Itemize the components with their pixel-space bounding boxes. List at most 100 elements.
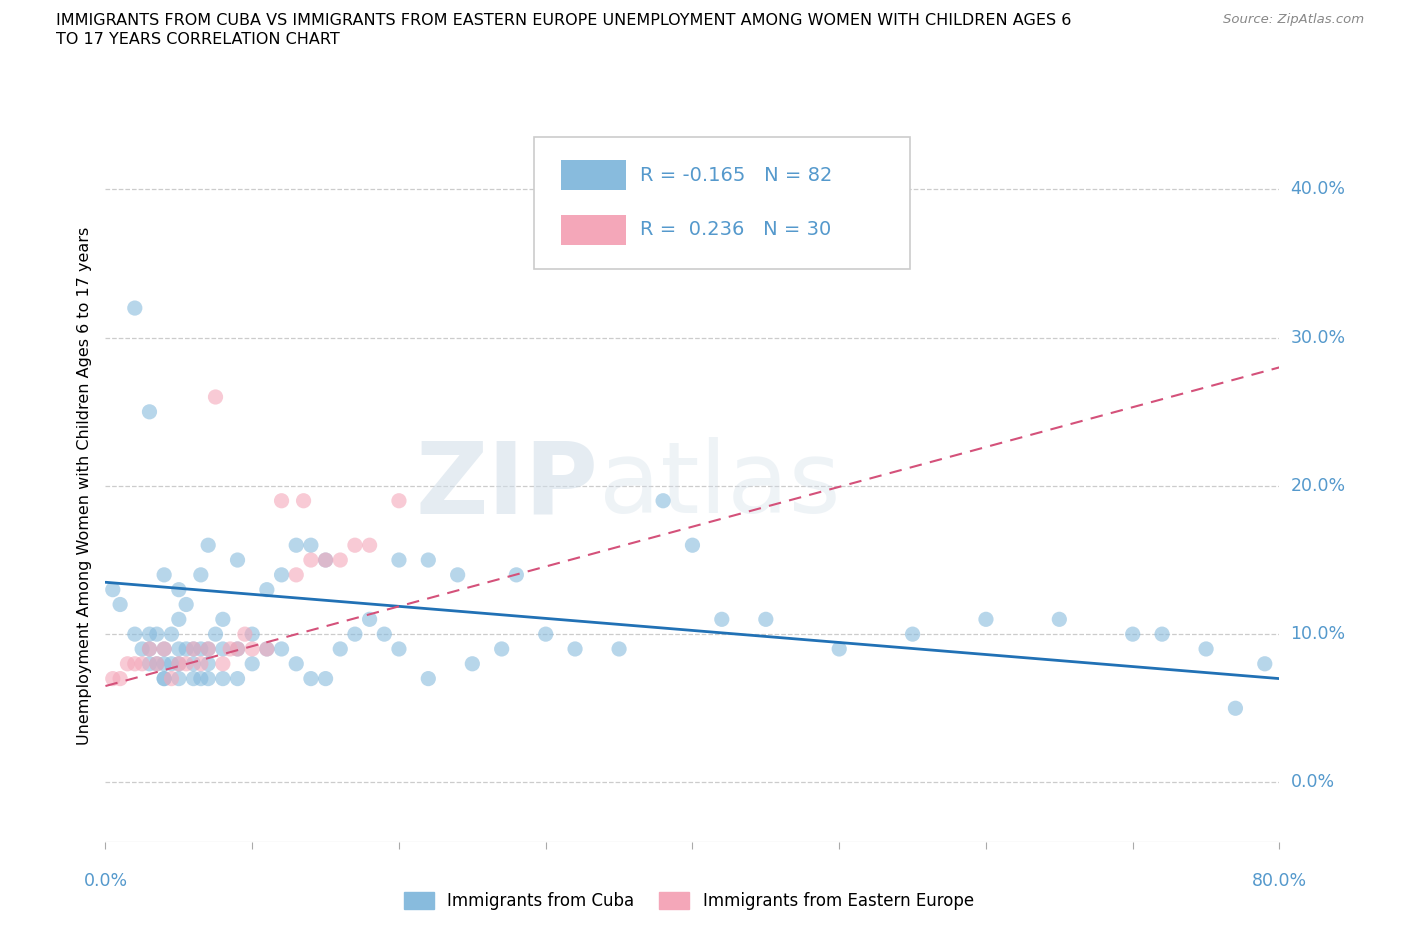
Point — [1225, 701, 1247, 716]
Point — [1047, 612, 1070, 627]
Point — [446, 567, 468, 582]
Point — [315, 671, 337, 686]
Text: 10.0%: 10.0% — [1291, 625, 1346, 644]
Point — [901, 627, 924, 642]
Point — [299, 538, 322, 552]
Text: 40.0%: 40.0% — [1291, 180, 1346, 198]
Point — [359, 612, 381, 627]
Point — [167, 657, 190, 671]
Point — [108, 671, 131, 686]
Point — [183, 642, 205, 657]
Point — [167, 642, 190, 657]
Point — [124, 657, 146, 671]
Point — [256, 582, 278, 597]
Point — [146, 657, 169, 671]
Legend: Immigrants from Cuba, Immigrants from Eastern Europe: Immigrants from Cuba, Immigrants from Ea… — [398, 885, 980, 917]
Point — [174, 657, 197, 671]
Point — [256, 642, 278, 657]
Point — [211, 612, 233, 627]
Point — [226, 552, 249, 567]
Point — [174, 642, 197, 657]
Point — [418, 552, 440, 567]
Point — [710, 612, 733, 627]
Point — [197, 642, 219, 657]
Point — [226, 671, 249, 686]
Point — [153, 567, 176, 582]
Point — [1150, 627, 1173, 642]
Point — [534, 627, 557, 642]
Point — [299, 671, 322, 686]
Text: ZIP: ZIP — [416, 437, 599, 535]
Bar — [561, 215, 626, 245]
Point — [101, 671, 124, 686]
Point — [197, 671, 219, 686]
Point — [153, 657, 176, 671]
Point — [1254, 657, 1277, 671]
Point — [652, 493, 675, 508]
Point — [153, 642, 176, 657]
Text: 80.0%: 80.0% — [1251, 872, 1308, 890]
Point — [233, 627, 256, 642]
Point — [343, 538, 366, 552]
Point — [124, 627, 146, 642]
Point — [174, 597, 197, 612]
Point — [197, 657, 219, 671]
Point — [138, 642, 160, 657]
Point — [285, 567, 308, 582]
Point — [240, 657, 263, 671]
Point — [1122, 627, 1144, 642]
Point — [160, 671, 183, 686]
Point — [240, 642, 263, 657]
Point — [183, 671, 205, 686]
Point — [343, 627, 366, 642]
Point — [270, 493, 292, 508]
Point — [153, 642, 176, 657]
Point — [292, 493, 315, 508]
Text: 0.0%: 0.0% — [1291, 774, 1334, 791]
Point — [160, 627, 183, 642]
Point — [138, 405, 160, 419]
Text: Source: ZipAtlas.com: Source: ZipAtlas.com — [1223, 13, 1364, 26]
Point — [315, 552, 337, 567]
Point — [131, 657, 153, 671]
Point — [153, 671, 176, 686]
Point — [388, 493, 411, 508]
Point — [183, 642, 205, 657]
Point — [167, 657, 190, 671]
Point — [388, 642, 411, 657]
Point — [190, 642, 212, 657]
Point — [285, 657, 308, 671]
Point — [270, 642, 292, 657]
Y-axis label: Unemployment Among Women with Children Ages 6 to 17 years: Unemployment Among Women with Children A… — [76, 227, 91, 745]
Point — [183, 657, 205, 671]
Text: R =  0.236   N = 30: R = 0.236 N = 30 — [640, 220, 831, 239]
Text: R = -0.165   N = 82: R = -0.165 N = 82 — [640, 166, 832, 184]
Point — [329, 552, 352, 567]
Point — [197, 642, 219, 657]
Point — [138, 657, 160, 671]
Point — [505, 567, 527, 582]
Point — [146, 657, 169, 671]
Point — [153, 671, 176, 686]
Point — [755, 612, 778, 627]
Point — [828, 642, 851, 657]
Point — [240, 627, 263, 642]
Point — [211, 671, 233, 686]
Point — [461, 657, 484, 671]
Point — [204, 627, 226, 642]
Text: TO 17 YEARS CORRELATION CHART: TO 17 YEARS CORRELATION CHART — [56, 32, 340, 46]
Point — [564, 642, 586, 657]
Point — [607, 642, 630, 657]
Point — [226, 642, 249, 657]
Point — [211, 642, 233, 657]
FancyBboxPatch shape — [534, 138, 910, 269]
Point — [373, 627, 395, 642]
Point — [101, 582, 124, 597]
Point — [190, 671, 212, 686]
Point — [131, 642, 153, 657]
Point — [329, 642, 352, 657]
Point — [359, 538, 381, 552]
Point — [204, 390, 226, 405]
Point — [167, 582, 190, 597]
Point — [167, 671, 190, 686]
